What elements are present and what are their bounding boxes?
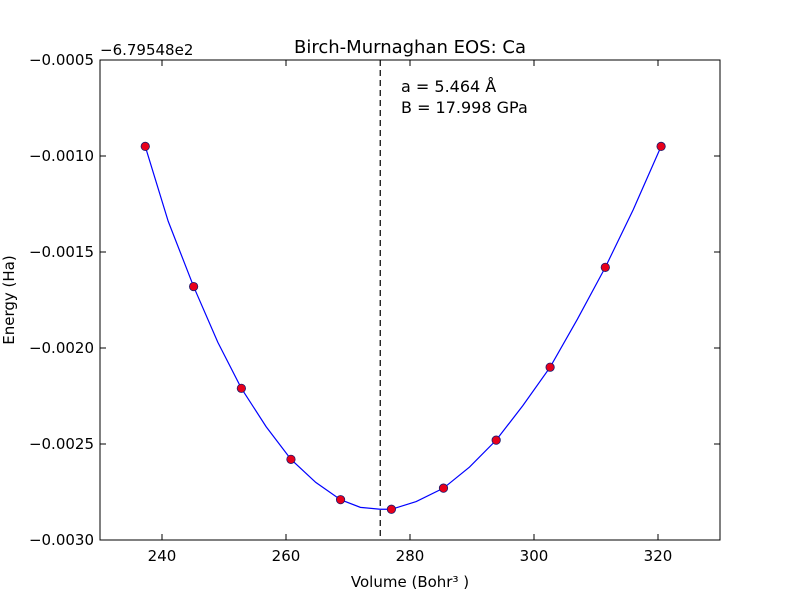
annotation-lattice-constant: a = 5.464 Å (401, 77, 496, 96)
y-axis-ticks: −0.0005 −0.0010 −0.0015 −0.0020 −0.0025 −0.00… (29, 51, 720, 549)
y-tick-label: −0.0020 (29, 339, 94, 357)
x-tick-label: 320 (644, 547, 673, 565)
data-point (386, 504, 396, 514)
data-point (600, 262, 610, 272)
data-point (545, 362, 555, 372)
x-tick-label: 300 (520, 547, 549, 565)
y-axis-label: Energy (Ha) (0, 255, 18, 344)
y-offset-label: −6.79548e2 (100, 41, 193, 59)
data-point (438, 483, 449, 493)
y-tick-label: −0.0025 (29, 435, 94, 453)
data-point (140, 141, 150, 151)
data-point (236, 383, 246, 393)
y-tick-label: −0.0015 (29, 243, 94, 261)
x-axis-ticks: 240 260 280 300 320 (148, 60, 673, 565)
fit-curve (144, 146, 662, 510)
chart-title: Birch-Murnaghan EOS: Ca (294, 37, 526, 58)
x-axis-label: Volume (Bohr³ ) (351, 573, 469, 591)
plot-content (140, 60, 666, 540)
y-tick-label: −0.0005 (29, 51, 94, 69)
x-tick-label: 280 (396, 547, 425, 565)
data-point (491, 435, 501, 445)
x-tick-label: 240 (148, 547, 177, 565)
data-point (286, 454, 296, 464)
data-point (335, 495, 346, 505)
data-point (656, 141, 666, 151)
annotation-bulk-modulus: B = 17.998 GPa (401, 98, 528, 117)
y-tick-label: −0.0030 (29, 531, 94, 549)
data-point (189, 281, 199, 292)
x-tick-label: 260 (272, 547, 301, 565)
y-tick-label: −0.0010 (29, 147, 94, 165)
